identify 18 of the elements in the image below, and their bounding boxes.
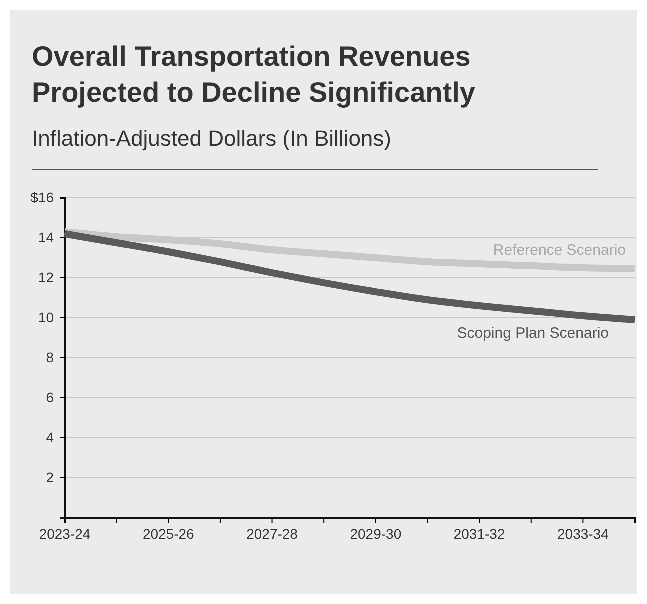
y-tick-label: 14 xyxy=(38,229,54,246)
x-tick-label: 2029-30 xyxy=(350,526,402,542)
chart-subtitle: Inflation-Adjusted Dollars (In Billions) xyxy=(32,126,392,151)
y-tick-label: 2 xyxy=(46,469,54,486)
chart-title: Overall Transportation Revenues Projected to Decline Significantly xyxy=(32,41,476,108)
x-tick-label: 2033-34 xyxy=(557,526,610,542)
x-tick-label: 2027-28 xyxy=(246,526,298,542)
y-tick-label: $16 xyxy=(30,189,54,206)
series-label: Reference Scenario xyxy=(493,242,626,259)
y-tick-label: 6 xyxy=(46,389,54,406)
x-tick-label: 2031-32 xyxy=(454,526,506,542)
y-tick-label: 4 xyxy=(46,429,54,446)
series-label: Scoping Plan Scenario xyxy=(457,325,609,342)
x-tick-label: 2025-26 xyxy=(142,526,195,542)
y-tick-label: 8 xyxy=(46,349,54,366)
y-tick-label: 10 xyxy=(38,309,54,326)
x-tick-label: 2023-24 xyxy=(39,526,91,542)
y-tick-label: 12 xyxy=(38,269,54,286)
